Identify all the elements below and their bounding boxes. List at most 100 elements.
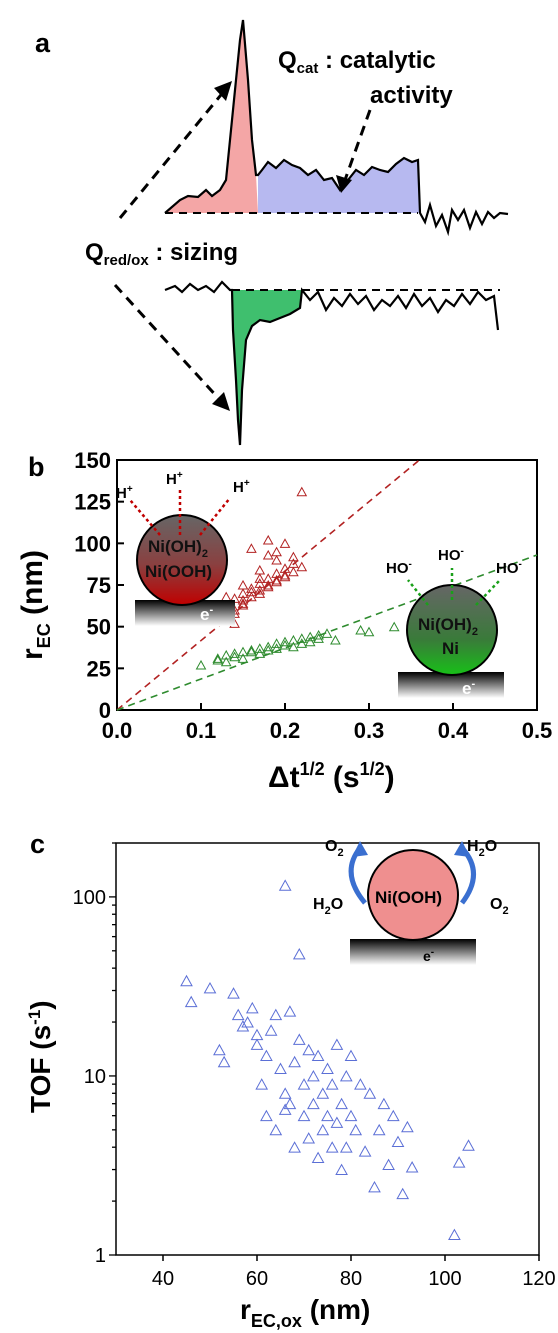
- reduction-trace: [164, 280, 500, 446]
- arrow-to-oxidation-peak: [118, 89, 227, 219]
- data-point-series-0: [325, 1078, 339, 1090]
- data-point-series-0: [254, 573, 266, 583]
- data-point-series-1: [313, 629, 324, 640]
- data-point-series-1: [246, 646, 257, 657]
- data-point-series-1: [304, 636, 316, 647]
- data-point-series-0: [382, 1158, 395, 1171]
- red-particle-layer1: Ni(OH)2: [148, 537, 208, 560]
- q-redox-label: Qred/ox : sizing: [85, 239, 238, 269]
- x-tick-label: 0.1: [186, 718, 217, 743]
- panel-b-fit-lines: [116, 459, 538, 711]
- panel-c-y-axis-label: TOF (s-1): [25, 1000, 56, 1113]
- data-point-series-0: [237, 579, 249, 590]
- data-point-series-0: [262, 579, 274, 590]
- x-tick-label: 0.3: [354, 718, 385, 743]
- panel-c-label: c: [30, 829, 45, 859]
- data-point-series-0: [448, 1228, 461, 1241]
- data-point-series-0: [391, 1135, 405, 1148]
- data-point-series-0: [271, 546, 282, 557]
- data-point-series-0: [203, 981, 217, 994]
- catalytic-area: [258, 158, 420, 213]
- data-point-series-1: [330, 634, 341, 645]
- data-point-series-0: [184, 995, 198, 1008]
- data-point-series-0: [377, 1097, 391, 1110]
- data-point-series-0: [302, 1043, 316, 1056]
- data-point-series-1: [254, 643, 266, 653]
- data-point-series-1: [271, 643, 282, 653]
- data-point-series-1: [254, 648, 266, 658]
- arrow-to-catalytic: [343, 109, 372, 181]
- data-point-series-0: [396, 1187, 410, 1200]
- panel-b-axis-ticks: 0.0 0.1 0.2 0.3 0.4 0.5 0 25 50 75 100 125 150: [74, 448, 552, 743]
- data-point-series-0: [321, 1062, 334, 1074]
- data-point-series-1: [321, 628, 333, 638]
- data-point-series-0: [262, 534, 274, 545]
- data-point-series-0: [372, 1123, 386, 1136]
- data-point-series-0: [237, 594, 249, 605]
- data-point-series-0: [316, 1087, 330, 1099]
- data-point-series-0: [292, 947, 306, 960]
- y-tick-label: 10: [84, 1066, 106, 1088]
- data-point-series-0: [386, 1109, 400, 1122]
- data-point-series-0: [325, 1141, 339, 1153]
- electrode-c: [350, 939, 476, 965]
- data-point-series-0: [344, 1109, 358, 1122]
- arrowhead-catalytic: [336, 175, 352, 193]
- x-tick-label: 0.0: [102, 718, 133, 743]
- data-point-series-0: [279, 569, 291, 580]
- data-point-series-0: [292, 1033, 306, 1045]
- red-particle-layer2: Ni(OOH): [145, 562, 212, 581]
- panel-c-x-axis-label: rEC,ox (nm): [240, 1294, 370, 1331]
- data-point-series-0: [368, 1180, 381, 1193]
- data-point-series-1: [279, 639, 291, 650]
- red-particle-circle: [136, 514, 228, 606]
- data-point-series-1: [237, 653, 249, 663]
- x-tick-label: 0.4: [438, 718, 469, 743]
- data-point-series-1: [212, 653, 224, 663]
- panel-a-label: a: [35, 28, 51, 58]
- data-point-series-1: [296, 633, 308, 643]
- data-point-series-1: [304, 631, 316, 642]
- data-point-series-1: [229, 651, 240, 662]
- data-point-series-0: [227, 987, 240, 999]
- data-point-series-0: [307, 1097, 320, 1110]
- oxidation-trace: [164, 19, 509, 237]
- data-point-series-0: [283, 1005, 297, 1017]
- data-point-series-0: [237, 599, 249, 610]
- reduction-peak-area: [232, 290, 302, 445]
- panel-c-plot-frame: [115, 842, 540, 1256]
- data-point-series-0: [344, 1049, 358, 1061]
- x-tick-label: 80: [340, 1268, 362, 1290]
- data-point-series-1: [229, 648, 240, 658]
- panel-b-y-axis-label: rEC (nm): [16, 550, 54, 660]
- data-point-series-1: [388, 621, 400, 632]
- y-tick-label: 50: [87, 615, 111, 640]
- panel-a: a Qcat : catalytic activity Qred/ox : si…: [35, 19, 509, 446]
- x-tick-label: 60: [246, 1268, 268, 1290]
- panel-c-data-points: [180, 879, 475, 1241]
- q-cat-desc2: activity: [370, 82, 453, 109]
- data-point-series-0: [231, 1008, 245, 1021]
- data-point-series-1: [355, 624, 366, 635]
- c-electron-label: e-: [423, 947, 434, 964]
- data-point-series-0: [330, 1038, 344, 1050]
- data-point-series-0: [260, 1049, 273, 1061]
- x-tick-label: 0.5: [522, 718, 553, 743]
- data-point-series-0: [217, 1055, 231, 1068]
- data-point-series-0: [335, 1097, 348, 1110]
- data-point-series-0: [307, 1069, 320, 1082]
- data-point-series-0: [237, 588, 249, 598]
- data-point-series-0: [363, 1087, 377, 1099]
- inset-green-particle: Ni(OH)2 Ni e- HO- HO- HO-: [386, 546, 522, 698]
- data-point-series-0: [358, 1145, 372, 1157]
- data-point-series-0: [288, 551, 299, 562]
- arrowhead-reduction: [212, 392, 230, 411]
- data-point-series-0: [255, 1078, 269, 1090]
- data-point-series-0: [330, 1116, 344, 1128]
- y-tick-label: 100: [74, 531, 111, 556]
- data-point-series-1: [246, 644, 257, 655]
- green-particle-layer2: Ni: [442, 639, 459, 658]
- data-point-series-0: [241, 1016, 254, 1028]
- panel-b-label: b: [28, 452, 45, 482]
